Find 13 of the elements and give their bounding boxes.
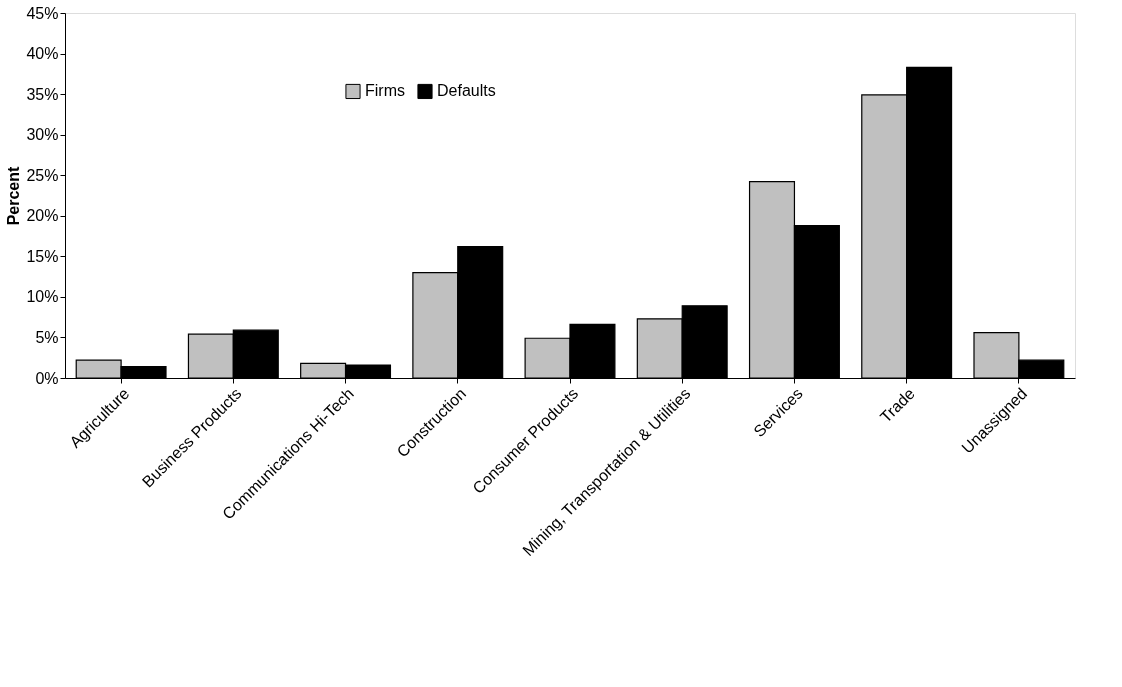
- y-tick-label: 15%: [26, 247, 59, 265]
- y-tick-label: 45%: [26, 4, 59, 22]
- y-tick-label: 20%: [26, 207, 59, 225]
- y-axis-title: Percent: [5, 165, 23, 226]
- y-tick-label: 0%: [35, 369, 59, 387]
- y-tick-label: 35%: [26, 85, 59, 103]
- legend-label: Firms: [365, 82, 405, 100]
- y-tick-label: 25%: [26, 166, 59, 184]
- y-tick-label: 10%: [26, 288, 59, 306]
- legend-label: Defaults: [437, 82, 496, 100]
- y-tick-label: 40%: [26, 45, 59, 63]
- y-tick-label: 30%: [26, 126, 59, 144]
- y-tick-label: 5%: [35, 328, 59, 346]
